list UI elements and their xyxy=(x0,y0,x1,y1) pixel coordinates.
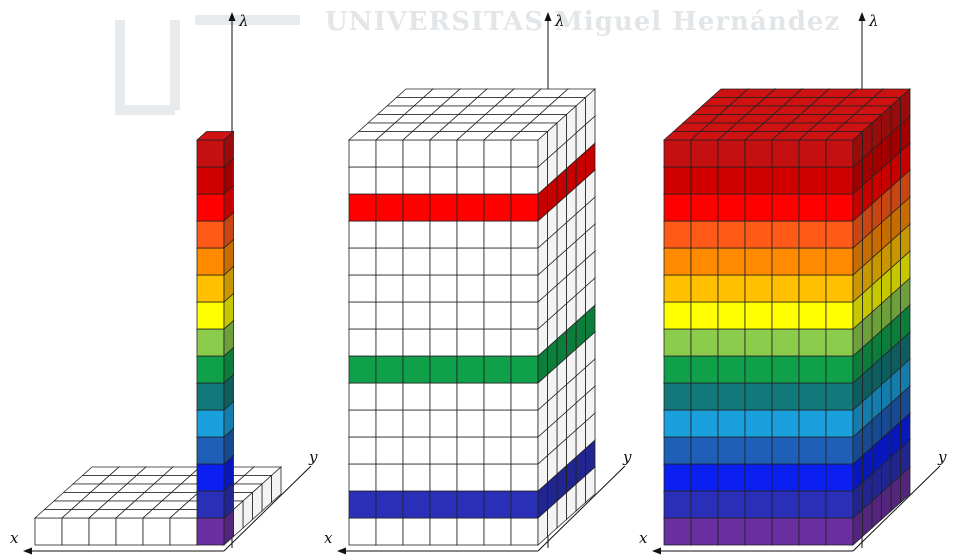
x-axis-arrow xyxy=(337,547,346,555)
y-axis-line xyxy=(852,465,941,552)
cube-grid xyxy=(347,88,597,546)
band-voxel-8 xyxy=(195,292,235,330)
watermark-text: UNIVERSITAS Miguel Hernández xyxy=(325,7,840,37)
lambda-axis-label: λ xyxy=(238,12,249,30)
watermark-logo xyxy=(115,15,300,115)
panel-hyperspectral-cube: λ x y xyxy=(639,12,947,555)
y-axis-label: y xyxy=(622,448,632,466)
voxel-b14 xyxy=(509,130,549,168)
lambda-axis-arrow xyxy=(228,12,236,21)
band-voxel-10 xyxy=(195,238,235,276)
lambda-axis-label: λ xyxy=(868,12,879,30)
x-axis-arrow xyxy=(652,547,661,555)
cube-grid xyxy=(33,130,283,546)
x-axis-label: x xyxy=(639,529,648,547)
watermark: UNIVERSITAS Miguel Hernández xyxy=(115,7,840,115)
y-axis-line xyxy=(537,465,626,552)
cube-grid xyxy=(662,88,912,546)
y-axis-label: y xyxy=(937,448,947,466)
lambda-axis-label: λ xyxy=(554,12,565,30)
x-axis-arrow xyxy=(23,547,32,555)
lambda-axis-arrow xyxy=(858,12,866,21)
panel-spectral-pixel: λ x y xyxy=(10,12,318,555)
voxel-b5 xyxy=(509,373,549,411)
y-axis-label: y xyxy=(308,448,318,466)
x-axis-label: x xyxy=(324,529,333,547)
band-voxel-14 xyxy=(195,130,235,168)
panels: λ x y λ x y λ x y xyxy=(10,12,947,555)
x-axis-label: x xyxy=(10,529,19,547)
panel-band-images: λ x y xyxy=(324,12,632,555)
lambda-axis-arrow xyxy=(544,12,552,21)
voxel-b14 xyxy=(824,130,864,168)
spectral-column xyxy=(195,130,235,546)
y-axis-line xyxy=(223,465,312,552)
